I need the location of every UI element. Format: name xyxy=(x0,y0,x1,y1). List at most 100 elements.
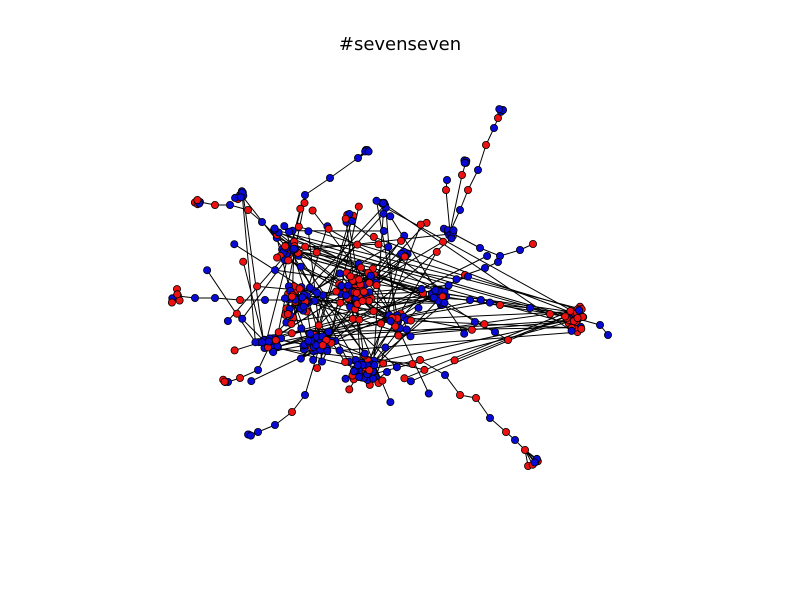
graph-edge xyxy=(335,320,574,342)
graph-node-blue xyxy=(510,435,519,444)
graph-node-blue xyxy=(251,338,260,347)
graph-node-red xyxy=(243,205,252,214)
graph-node-red xyxy=(283,310,292,319)
graph-node-blue xyxy=(260,295,269,304)
graph-node-red xyxy=(193,195,202,204)
graph-node-red xyxy=(529,239,538,248)
graph-node-blue xyxy=(382,367,391,376)
graph-node-blue xyxy=(298,293,307,302)
graph-node-blue xyxy=(280,222,289,231)
graph-edge xyxy=(402,292,424,317)
graph-edge xyxy=(419,359,446,376)
graph-node-blue xyxy=(444,281,453,290)
graph-node-red xyxy=(503,335,512,344)
graph-node-blue xyxy=(341,374,350,383)
graph-node-red xyxy=(455,390,464,399)
graph-node-red xyxy=(235,295,244,304)
graph-node-blue xyxy=(289,244,298,253)
graph-node-blue xyxy=(304,227,313,236)
graph-edge xyxy=(241,191,256,343)
graph-node-blue xyxy=(485,298,494,307)
graph-node-blue xyxy=(325,173,334,182)
graph-node-red xyxy=(365,296,374,305)
graph-edge xyxy=(397,302,490,319)
graph-edge xyxy=(367,224,422,366)
graph-node-blue xyxy=(257,217,266,226)
figure-title: #sevenseven xyxy=(338,34,462,55)
graph-node-red xyxy=(341,214,350,223)
graph-node-red xyxy=(365,278,374,287)
graph-edge xyxy=(234,243,302,288)
graph-edge xyxy=(206,269,256,343)
graph-edge xyxy=(362,319,570,366)
graph-node-red xyxy=(467,325,476,334)
graph-node-blue xyxy=(269,348,278,357)
graph-node-red xyxy=(232,309,241,318)
graph-node-blue xyxy=(379,226,388,235)
graph-node-blue xyxy=(270,224,279,233)
graph-node-blue xyxy=(304,336,313,345)
graph-node-red xyxy=(332,287,341,296)
graph-node-red xyxy=(420,365,429,374)
graph-node-red xyxy=(314,321,323,330)
graph-node-blue xyxy=(246,431,255,440)
graph-node-blue xyxy=(305,283,314,292)
graph-node-red xyxy=(573,313,582,322)
graph-node-blue xyxy=(299,302,308,311)
graph-node-red xyxy=(235,373,244,382)
graph-node-blue xyxy=(223,316,232,325)
graph-node-red xyxy=(354,202,363,211)
graph-node-blue xyxy=(309,355,318,364)
graph-node-red xyxy=(281,242,290,251)
graph-node-red xyxy=(273,253,282,262)
graph-node-blue xyxy=(313,288,322,297)
graph-node-blue xyxy=(493,257,502,266)
graph-node-red xyxy=(355,315,364,324)
graph-node-blue xyxy=(489,124,498,133)
graph-node-blue xyxy=(238,314,247,323)
graph-edge xyxy=(214,297,241,301)
graph-node-red xyxy=(341,358,350,367)
graph-node-blue xyxy=(270,420,279,429)
graph-node-blue xyxy=(335,346,344,355)
graph-node-blue xyxy=(355,372,364,381)
graph-node-blue xyxy=(442,175,451,184)
graph-edge xyxy=(305,243,379,248)
graph-node-blue xyxy=(323,346,332,355)
graph-node-red xyxy=(358,296,367,305)
graph-node-red xyxy=(457,170,466,179)
graph-node-red xyxy=(287,292,296,301)
graph-node-red xyxy=(239,257,248,266)
graph-node-red xyxy=(271,336,280,345)
graph-node-blue xyxy=(341,291,350,300)
graph-edge xyxy=(410,310,580,382)
graph-node-blue xyxy=(386,398,395,407)
graph-node-red xyxy=(379,359,388,368)
graph-edge xyxy=(305,300,394,323)
graph-node-blue xyxy=(429,293,438,302)
graph-edge xyxy=(353,319,575,380)
graph-edge xyxy=(449,174,463,233)
graph-node-blue xyxy=(344,281,353,290)
graph-node-red xyxy=(369,232,378,241)
graph-node-blue xyxy=(230,240,239,249)
graph-node-red xyxy=(378,376,387,385)
graph-node-red xyxy=(374,240,383,249)
edge-layer xyxy=(171,109,609,467)
graph-node-blue xyxy=(337,281,346,290)
graph-edge xyxy=(304,177,331,196)
graph-node-red xyxy=(336,298,345,307)
graph-node-red xyxy=(355,275,364,284)
graph-node-blue xyxy=(381,343,390,352)
graph-node-red xyxy=(308,206,317,215)
graph-node-blue xyxy=(335,269,344,278)
graph-node-red xyxy=(359,287,368,296)
graph-node-blue xyxy=(353,361,362,370)
graph-node-blue xyxy=(526,303,535,312)
graph-node-red xyxy=(561,312,570,321)
graph-node-blue xyxy=(372,196,381,205)
graph-edge xyxy=(477,144,487,171)
graph-node-blue xyxy=(296,354,305,363)
graph-node-red xyxy=(294,222,303,231)
